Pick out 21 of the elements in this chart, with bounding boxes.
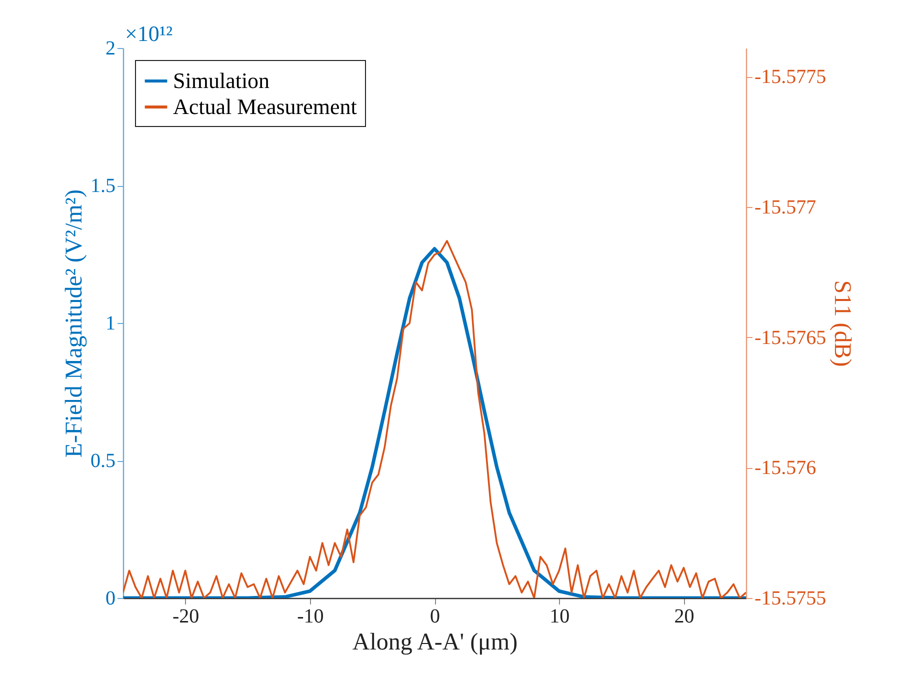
y2-tick-label: -15.577 (754, 196, 816, 219)
y-tick-label: 0 (106, 588, 116, 610)
x-axis-title: Along A-A' (μm) (352, 630, 518, 656)
y2-tick-label: -15.5775 (754, 66, 826, 88)
y-tick-label: 2 (106, 38, 116, 60)
y-tick-label: 1 (106, 312, 116, 334)
x-tick-label: 10 (550, 606, 570, 628)
y2-axis-title: S11 (dB) (829, 280, 856, 367)
y-tick-label: 0.5 (90, 450, 116, 472)
legend-label: Simulation (173, 68, 270, 93)
y2-tick-label: -15.576 (754, 457, 816, 480)
y-tick-label: 1.5 (90, 175, 116, 197)
legend-label: Actual Measurement (173, 94, 357, 119)
y2-tick-label: -15.5755 (754, 588, 826, 610)
y2-tick-label: -15.5765 (754, 326, 826, 349)
y-axis-title: E-Field Magnitude² (V²/m²) (62, 189, 88, 458)
x-tick-label: -20 (172, 606, 200, 628)
x-tick-label: 0 (430, 606, 440, 628)
text: ×10¹² (125, 21, 174, 46)
x-tick-label: 20 (674, 606, 694, 628)
x-tick-label: -10 (297, 606, 324, 628)
